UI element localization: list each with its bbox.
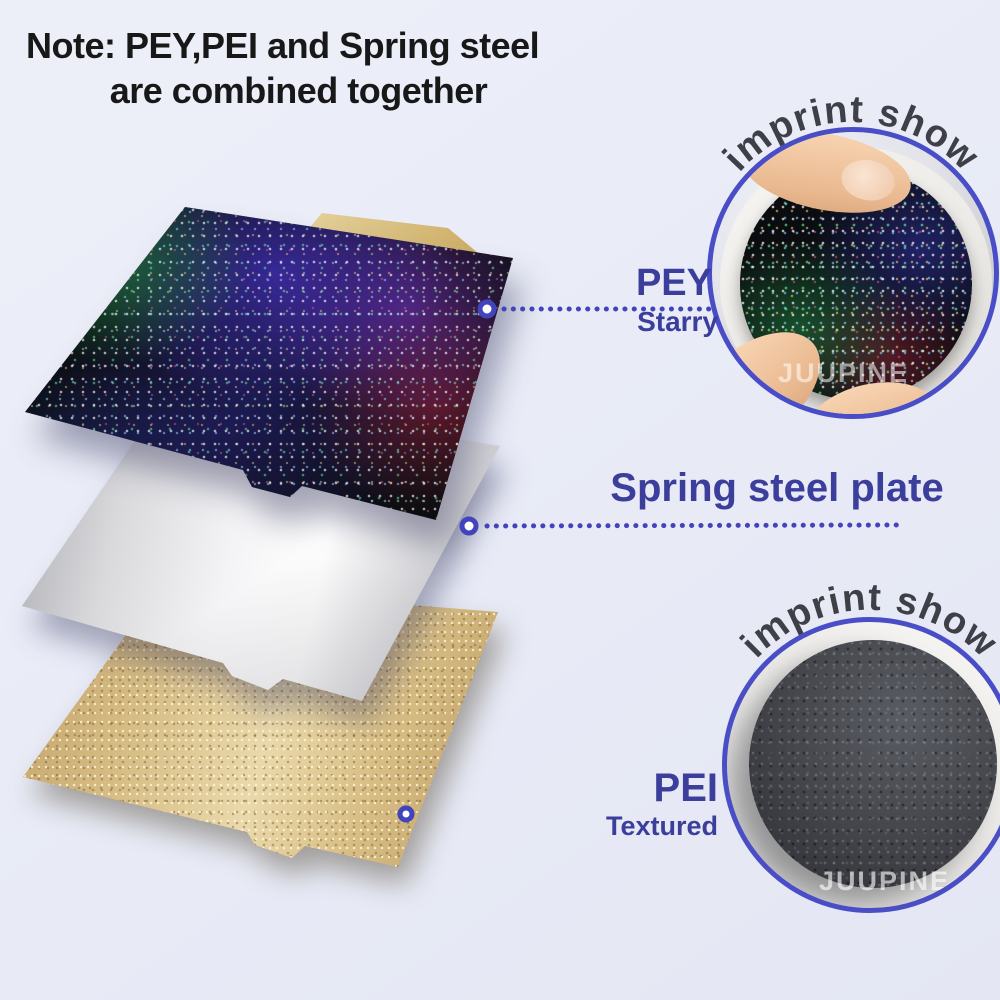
leader-line-steel	[484, 522, 900, 529]
pey-plate-shadow	[25, 207, 513, 520]
label-pey-subtitle: Starry	[637, 306, 718, 337]
label-spring-steel: Spring steel plate	[610, 466, 944, 510]
note-line-2: are combined together	[109, 69, 488, 111]
fingernail	[837, 155, 899, 205]
watermark: JUUPINE	[778, 358, 910, 388]
imprint-photo-pei: JUUPINE	[722, 617, 1000, 913]
imprint-photo-pey: JUUPINE	[707, 127, 999, 419]
label-pei: PEI	[653, 766, 718, 810]
label-pey: PEY	[635, 262, 712, 304]
pey-starry-plate	[25, 207, 513, 520]
note-line-1: Note: PEY,PEI and Spring steel	[26, 25, 540, 66]
watermark: JUUPINE	[819, 866, 951, 896]
label-pei-subtitle: Textured	[605, 811, 718, 841]
note-text: Note: PEY,PEI and Spring steel are combi…	[26, 24, 571, 113]
pei-textured-disc	[749, 640, 997, 888]
